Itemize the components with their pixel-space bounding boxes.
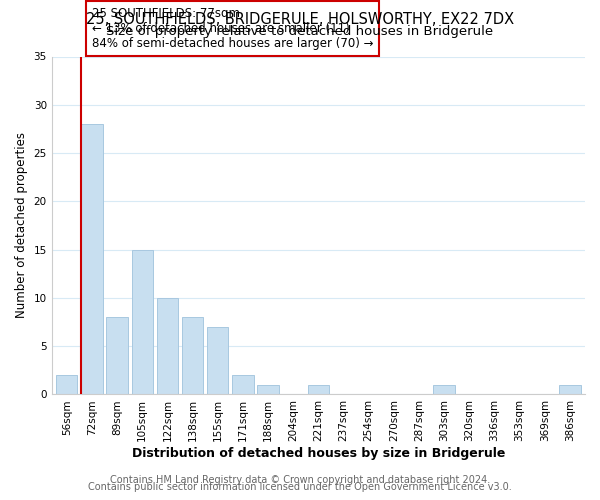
Text: Size of property relative to detached houses in Bridgerule: Size of property relative to detached ho…	[106, 25, 494, 38]
Bar	[131, 250, 153, 394]
Bar	[207, 327, 229, 394]
Y-axis label: Number of detached properties: Number of detached properties	[15, 132, 28, 318]
Text: 25 SOUTHFIELDS: 77sqm
← 13% of detached houses are smaller (11)
84% of semi-deta: 25 SOUTHFIELDS: 77sqm ← 13% of detached …	[92, 6, 373, 50]
Bar	[433, 385, 455, 394]
X-axis label: Distribution of detached houses by size in Bridgerule: Distribution of detached houses by size …	[131, 447, 505, 460]
Bar	[257, 385, 279, 394]
Bar	[157, 298, 178, 394]
Bar	[232, 375, 254, 394]
Bar	[81, 124, 103, 394]
Bar	[56, 375, 77, 394]
Bar	[106, 317, 128, 394]
Bar	[559, 385, 581, 394]
Text: Contains HM Land Registry data © Crown copyright and database right 2024.: Contains HM Land Registry data © Crown c…	[110, 475, 490, 485]
Text: Contains public sector information licensed under the Open Government Licence v3: Contains public sector information licen…	[88, 482, 512, 492]
Bar	[308, 385, 329, 394]
Bar	[182, 317, 203, 394]
Text: 25, SOUTHFIELDS, BRIDGERULE, HOLSWORTHY, EX22 7DX: 25, SOUTHFIELDS, BRIDGERULE, HOLSWORTHY,…	[86, 12, 514, 28]
